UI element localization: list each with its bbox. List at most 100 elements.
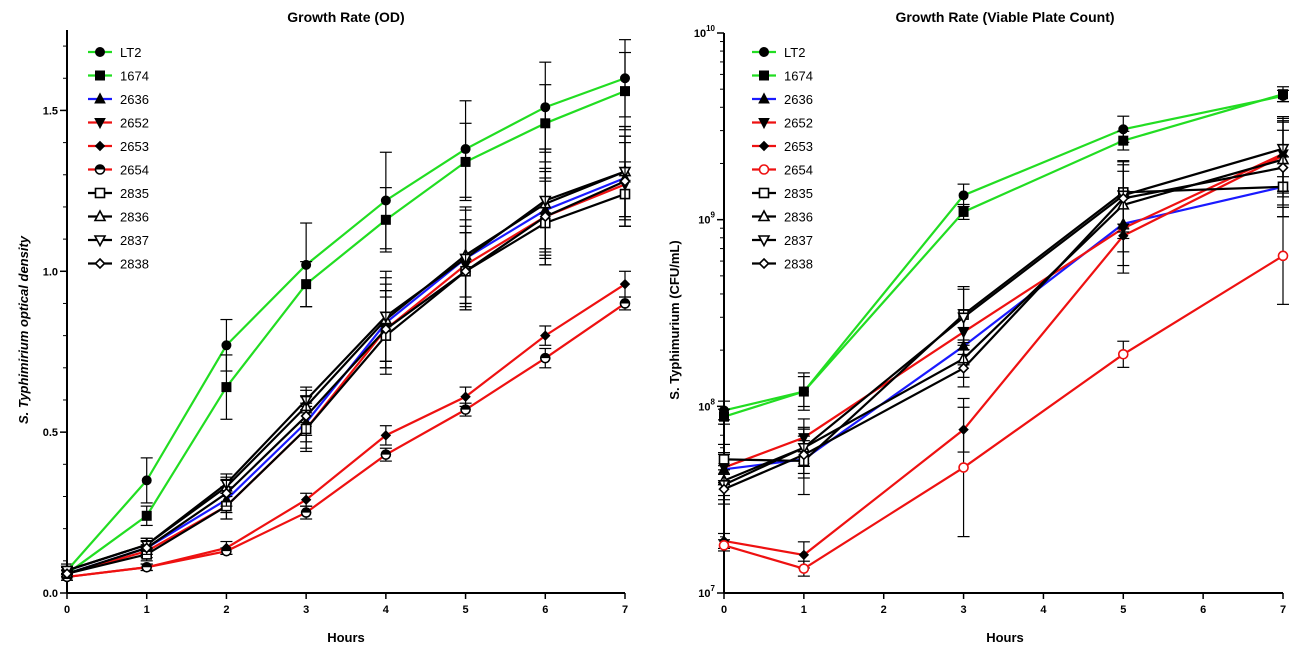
y-tick-label: 1.5 — [43, 105, 58, 117]
data-point — [957, 312, 970, 325]
data-point — [141, 561, 153, 573]
data-point — [141, 475, 152, 486]
series-2654 — [718, 206, 1289, 577]
legend-label: 2835 — [120, 186, 149, 201]
legend-label: 1674 — [784, 69, 813, 84]
legend: LT2 1674 2636 2652 2653 2654 2835 2836 2837 2838 — [752, 45, 813, 272]
data-point — [221, 382, 232, 393]
data-point — [220, 487, 233, 499]
y-axis-label: S. Typhimirium optical density — [16, 235, 31, 424]
chart-title: Growth Rate (Viable Plate Count) — [895, 9, 1114, 25]
legend-item: 2652 — [752, 116, 813, 131]
marker-circle — [718, 540, 730, 551]
data-point — [301, 279, 312, 290]
marker-diamond — [758, 140, 770, 152]
x-tick-label: 5 — [463, 604, 469, 616]
data-point — [1118, 135, 1129, 146]
marker-circle — [958, 190, 969, 201]
data-point — [958, 462, 969, 473]
marker-diamond — [94, 140, 106, 152]
x-axis-label: Hours — [327, 630, 365, 645]
marker-square — [958, 206, 969, 217]
data-point — [798, 549, 810, 561]
series-line — [66, 77, 626, 572]
marker-diamond — [1117, 192, 1129, 205]
marker-square — [719, 411, 729, 422]
marker-triangle-down — [94, 118, 106, 130]
data-point — [1117, 348, 1129, 360]
marker-square — [620, 86, 630, 97]
series-line — [723, 158, 1284, 482]
series-line — [66, 193, 626, 575]
marker-half-fill — [142, 562, 152, 568]
marker-diamond — [540, 330, 551, 341]
data-point — [300, 410, 312, 422]
marker-triangle-down — [757, 235, 771, 248]
legend-item: 2837 — [752, 233, 813, 248]
marker-circle — [758, 164, 770, 175]
marker-diamond — [619, 278, 631, 290]
data-point — [718, 454, 730, 465]
series-2838 — [718, 129, 1289, 505]
data-point — [141, 542, 153, 554]
legend-label: 2836 — [784, 210, 813, 225]
data-point — [539, 210, 551, 223]
data-point — [619, 278, 631, 290]
series-line — [66, 283, 626, 579]
x-tick-label: 7 — [1280, 604, 1286, 616]
data-point — [460, 391, 471, 402]
marker-diamond — [758, 257, 770, 270]
data-point — [719, 411, 729, 422]
legend-item: 2636 — [752, 92, 813, 107]
legend-label: 2653 — [784, 139, 813, 154]
marker-circle — [141, 475, 152, 486]
marker-circle — [95, 47, 105, 57]
x-tick-label: 0 — [721, 604, 727, 616]
legend-label: 2653 — [120, 139, 149, 154]
marker-square — [141, 510, 152, 521]
series-line — [723, 185, 1284, 463]
marker-triangle-up — [94, 92, 106, 104]
data-point — [380, 449, 392, 460]
x-tick-label: 4 — [1040, 604, 1047, 616]
data-point — [798, 449, 810, 461]
marker-square — [95, 70, 105, 81]
series-2654 — [61, 296, 631, 583]
data-point — [300, 494, 312, 505]
marker-triangle-up — [757, 209, 771, 222]
marker-half-fill — [620, 298, 630, 304]
legend-item: 2836 — [752, 209, 813, 225]
legend-label: 2652 — [784, 116, 813, 131]
marker-square — [759, 70, 769, 81]
legend: LT2 1674 2636 2652 2653 2654 2835 2836 2837 2838 — [88, 45, 149, 272]
marker-half-fill — [461, 405, 471, 410]
marker-diamond — [539, 210, 551, 223]
data-point — [460, 156, 471, 167]
x-tick-label: 6 — [542, 604, 548, 616]
marker-square — [460, 156, 471, 167]
marker-half-fill — [95, 165, 105, 170]
legend-item: LT2 — [88, 45, 141, 60]
marker-diamond — [798, 449, 810, 461]
marker-diamond — [380, 323, 392, 335]
legend-label: 2652 — [120, 116, 149, 131]
legend-label: 2836 — [120, 210, 149, 225]
y-tick-label: 108 — [698, 397, 715, 413]
legend-item: 2835 — [752, 186, 813, 201]
marker-square — [301, 279, 312, 290]
legend-item: 2837 — [88, 233, 149, 248]
legend-label: 2838 — [120, 257, 149, 272]
x-tick-label: 6 — [1200, 604, 1206, 616]
legend-label: 2636 — [120, 92, 149, 107]
marker-square — [718, 454, 730, 465]
legend-label: LT2 — [120, 45, 141, 60]
marker-triangle-up — [758, 92, 770, 104]
chart-viable-plate-count: Growth Rate (Viable Plate Count) Hours S… — [667, 9, 1290, 645]
legend-label: 2636 — [784, 92, 813, 107]
marker-diamond — [460, 391, 471, 402]
data-point — [958, 190, 969, 201]
y-tick-label: 1.0 — [43, 266, 58, 278]
legend-label: 2654 — [784, 163, 813, 178]
y-tick-label: 0.5 — [43, 427, 58, 439]
